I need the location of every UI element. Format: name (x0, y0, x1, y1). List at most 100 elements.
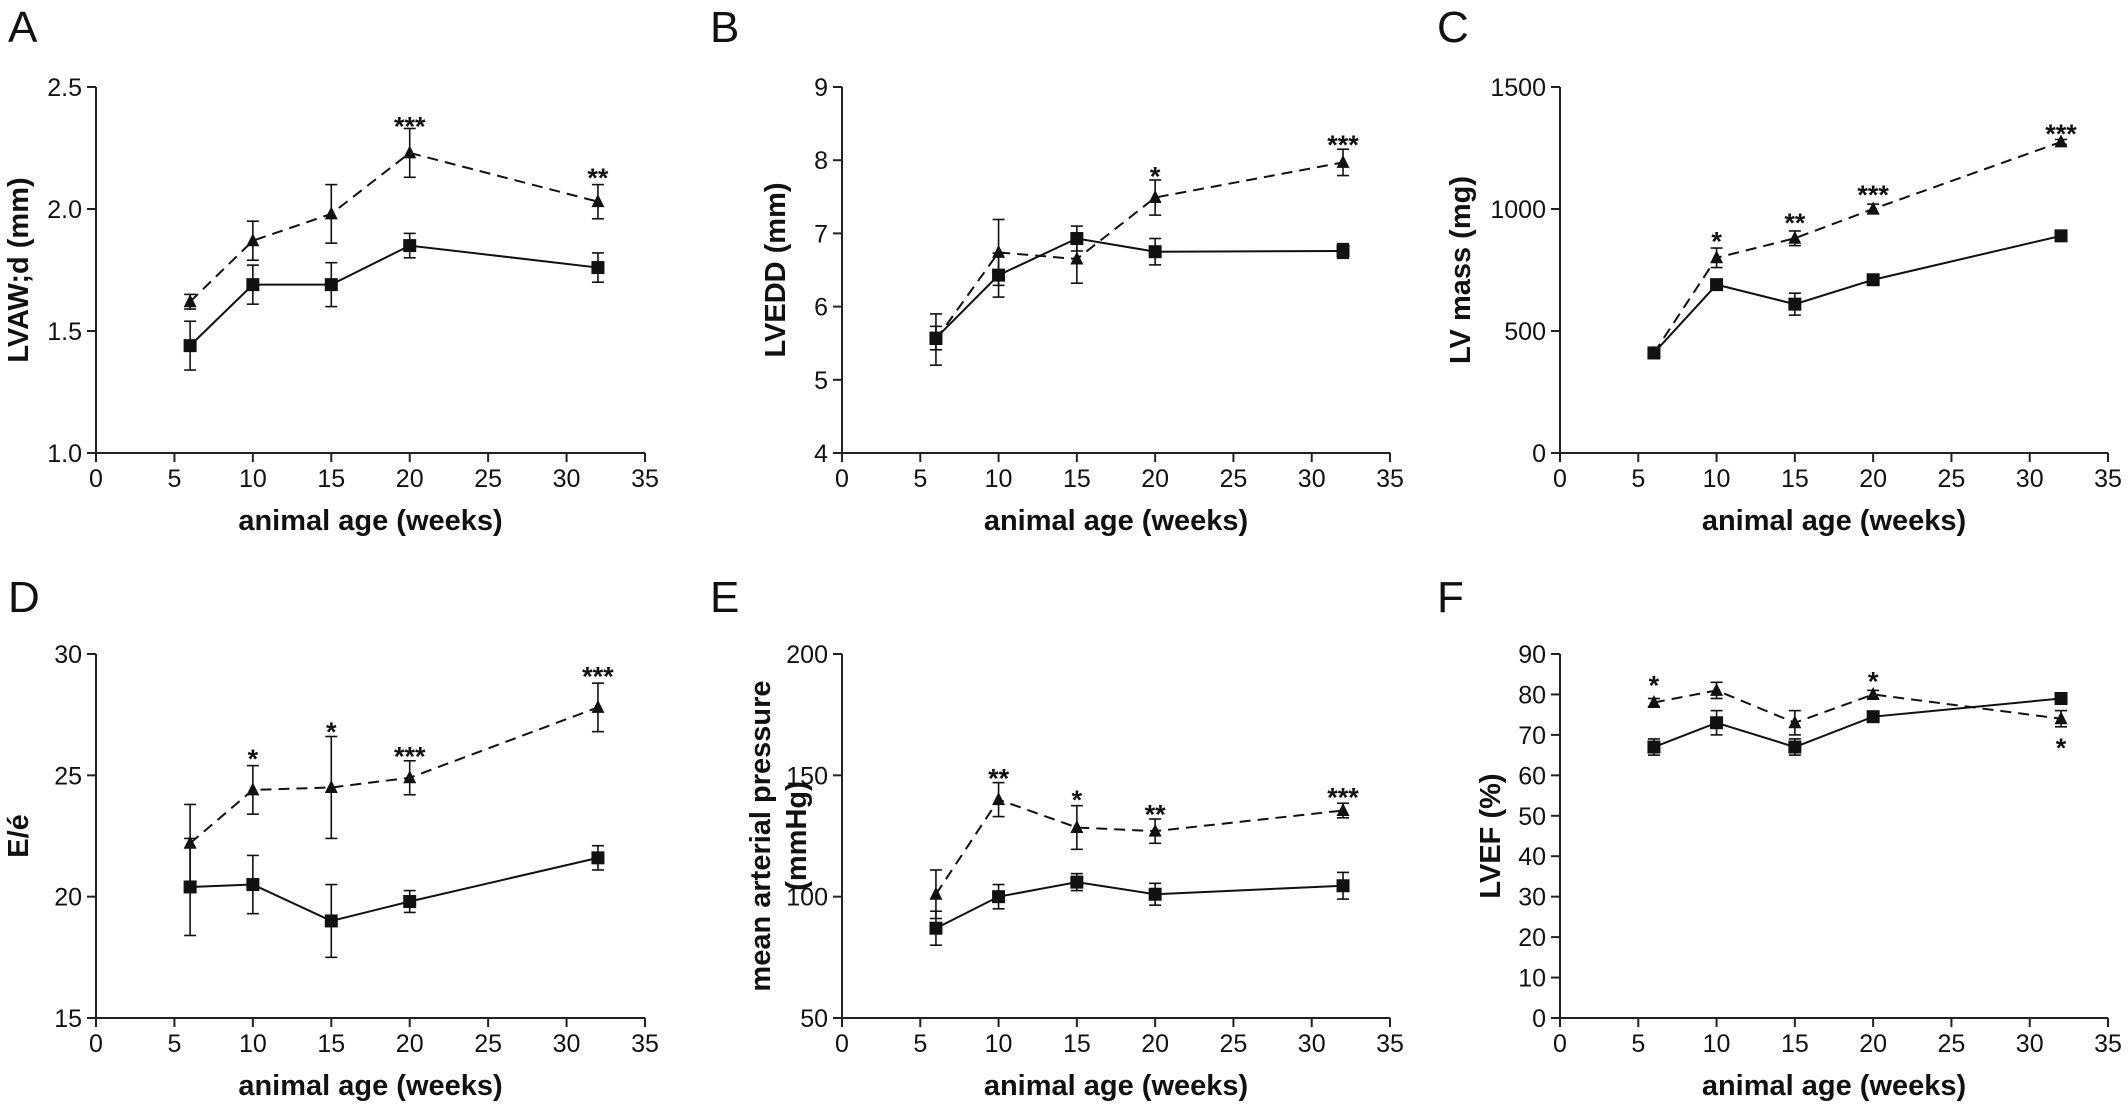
y-axis-label: E/é (3, 814, 35, 858)
y-axis-label: LVAW;d (mm) (3, 177, 35, 362)
data-point-square (992, 890, 1006, 904)
significance-marker: * (326, 717, 337, 747)
x-axis-label: animal age (weeks) (984, 505, 1248, 537)
x-tick-label: 25 (1220, 1030, 1248, 1058)
x-tick-label: 5 (167, 1030, 181, 1058)
panel-letter: A (8, 3, 38, 52)
y-axis-label: LVEF (%) (1475, 773, 1507, 898)
data-point-triangle (2054, 134, 2068, 148)
data-point-triangle (1148, 823, 1162, 837)
data-point-square (1788, 297, 1802, 311)
x-tick-label: 5 (1631, 1030, 1645, 1058)
x-tick-label: 15 (1063, 1030, 1091, 1058)
panel-f: F 0 5 10 15 20 25 30 35 0 10 20 30 40 50 60 70 80 90 animal… (1437, 573, 2122, 1102)
series-line (1653, 140, 2062, 354)
data-point-triangle (992, 792, 1006, 806)
data-point-triangle (1788, 230, 1802, 244)
x-tick-label: 0 (89, 465, 103, 493)
y-axis-label: (mmHg) (781, 781, 813, 891)
significance-marker: * (248, 744, 259, 774)
series-triangle (1647, 681, 2068, 736)
y-tick-label: 1000 (1490, 196, 1546, 224)
x-tick-label: 20 (1141, 465, 1169, 493)
x-tick-label: 35 (631, 1030, 659, 1058)
series-line (935, 881, 1344, 930)
panel-letter: D (8, 573, 40, 622)
x-tick-label: 15 (1063, 465, 1091, 493)
x-tick-label: 5 (167, 465, 181, 493)
data-point-square (403, 895, 417, 909)
y-tick-label: 60 (1518, 762, 1546, 790)
data-point-triangle (246, 233, 260, 247)
data-point-triangle (183, 294, 197, 308)
x-tick-label: 25 (1938, 1030, 1966, 1058)
data-point-triangle (1148, 190, 1162, 204)
panel-letter: F (1437, 573, 1464, 622)
x-tick-label: 10 (985, 465, 1013, 493)
y-tick-label: 100 (786, 884, 828, 912)
y-tick-label: 15 (54, 1005, 82, 1033)
data-point-square (1336, 879, 1350, 893)
series-square (183, 837, 605, 959)
x-tick-label: 20 (1141, 1030, 1169, 1058)
data-point-triangle (1647, 695, 1661, 709)
data-point-square (183, 339, 197, 353)
data-point-square (324, 278, 338, 292)
data-point-triangle (1336, 154, 1350, 168)
significance-marker: * (1868, 666, 1879, 696)
data-point-square (246, 278, 260, 292)
y-tick-label: 500 (1504, 318, 1546, 346)
significance-marker: *** (1327, 783, 1359, 813)
data-point-square (1788, 740, 1802, 754)
x-tick-label: 35 (1376, 465, 1404, 493)
x-axis-label: animal age (weeks) (238, 505, 502, 537)
series-square (929, 225, 1350, 351)
significance-marker: ** (1784, 208, 1806, 238)
x-tick-label: 35 (1376, 1030, 1404, 1058)
significance-marker: * (1072, 785, 1083, 815)
series-square (183, 232, 605, 371)
y-tick-label: 4 (814, 440, 828, 468)
data-point-triangle (1647, 345, 1661, 359)
data-point-triangle (2054, 711, 2068, 725)
y-tick-label: 0 (1532, 440, 1546, 468)
x-tick-label: 35 (2094, 465, 2122, 493)
data-point-square (591, 851, 605, 865)
data-point-triangle (591, 699, 605, 713)
series-line (935, 798, 1344, 895)
data-point-triangle (1710, 250, 1724, 264)
x-tick-label: 15 (317, 465, 345, 493)
y-tick-label: 0 (1532, 1005, 1546, 1033)
y-tick-label: 2.0 (47, 196, 82, 224)
x-axis-label: animal age (weeks) (1702, 505, 1966, 537)
x-tick-label: 15 (1781, 1030, 1809, 1058)
significance-marker: ** (587, 163, 609, 193)
data-point-square (591, 261, 605, 275)
data-point-triangle (403, 145, 417, 159)
data-point-triangle (183, 835, 197, 849)
data-point-triangle (1710, 682, 1724, 696)
x-tick-label: 0 (89, 1030, 103, 1058)
data-point-square (403, 239, 417, 253)
panel-c: C 0 5 10 15 20 25 30 35 0 500 1000 1500 animal age (w… (1437, 3, 2122, 537)
x-tick-label: 5 (913, 465, 927, 493)
data-point-square (1336, 244, 1350, 258)
y-tick-label: 50 (1518, 803, 1546, 831)
significance-marker: ** (1145, 800, 1167, 830)
y-tick-label: 6 (814, 294, 828, 322)
x-tick-label: 15 (317, 1030, 345, 1058)
y-axis-label: LVEDD (mm) (760, 182, 792, 357)
significance-marker: * (1711, 226, 1722, 256)
x-tick-label: 5 (913, 1030, 927, 1058)
series-line (189, 706, 599, 845)
data-point-triangle (324, 206, 338, 220)
data-point-square (1070, 875, 1084, 889)
data-point-triangle (1866, 201, 1880, 215)
x-tick-label: 20 (1859, 465, 1887, 493)
x-tick-label: 30 (553, 465, 581, 493)
data-point-triangle (929, 886, 943, 900)
data-point-triangle (403, 770, 417, 784)
significance-marker: *** (1327, 130, 1359, 160)
x-tick-label: 0 (835, 1030, 849, 1058)
